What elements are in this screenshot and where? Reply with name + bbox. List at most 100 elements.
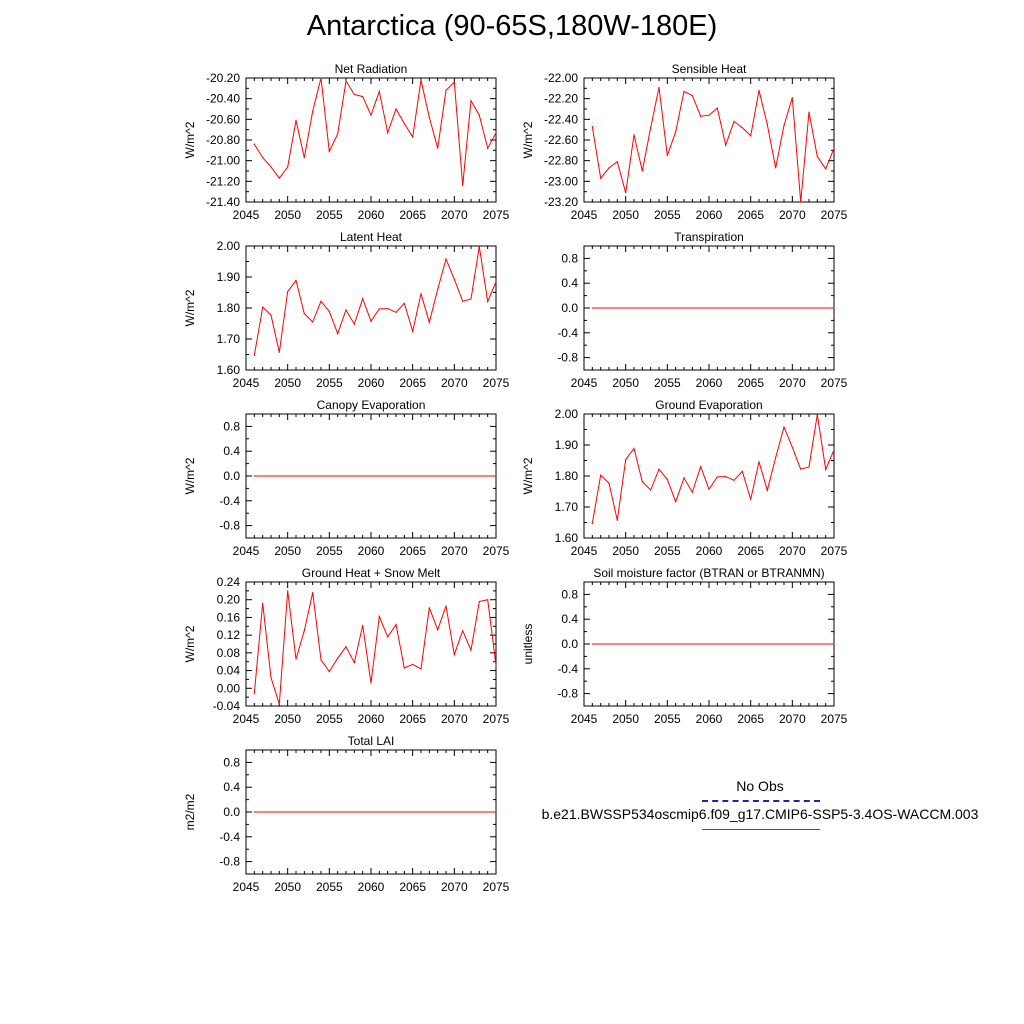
- x-tick-label: 2050: [274, 208, 301, 222]
- x-tick-label: 2060: [696, 544, 723, 558]
- data-point: [395, 311, 397, 313]
- x-tick-label: 2065: [737, 712, 764, 726]
- data-point: [337, 333, 339, 335]
- data-point: [278, 703, 280, 705]
- x-tick-label: 2050: [612, 544, 639, 558]
- data-point: [675, 501, 677, 503]
- data-point: [487, 147, 489, 149]
- y-tick-label: -21.00: [206, 154, 240, 168]
- data-point: [641, 170, 643, 172]
- y-tick-label: 0.8: [561, 587, 578, 601]
- data-point: [312, 321, 314, 323]
- data-point: [741, 470, 743, 472]
- data-point: [487, 300, 489, 303]
- data-point: [353, 323, 355, 325]
- plot-frame: [245, 245, 497, 371]
- data-point: [816, 414, 818, 416]
- plot-panel: 2045 2050 2055 2060 2065 2070 2075 1.60 1.70 1.80…: [183, 230, 510, 390]
- y-tick-label: -0.4: [219, 494, 240, 508]
- data-point: [462, 300, 464, 302]
- x-tick-label: 2045: [571, 712, 598, 726]
- plot-title: Ground Heat + Snow Melt: [302, 566, 441, 580]
- y-axis-label: W/m^2: [521, 457, 535, 494]
- data-point: [591, 643, 593, 645]
- x-tick-label: 2075: [483, 208, 510, 222]
- x-tick-label: 2050: [274, 712, 301, 726]
- y-tick-label: -0.8: [219, 855, 240, 869]
- data-point: [295, 279, 297, 282]
- data-point: [608, 482, 610, 484]
- x-tick-label: 2075: [483, 880, 510, 894]
- legend-obs-line: [702, 800, 820, 802]
- plot-panel: 2045 2050 2055 2060 2065 2070 2075 -21.40 -21.20…: [183, 62, 510, 222]
- plot-title: Ground Evaporation: [655, 398, 762, 412]
- series-line: [591, 87, 835, 203]
- y-tick-label: 1.70: [555, 500, 579, 514]
- plot-title: Total LAI: [348, 734, 395, 748]
- y-tick-label: 1.60: [555, 531, 579, 545]
- data-point: [287, 590, 289, 592]
- data-point: [445, 89, 447, 91]
- x-tick-label: 2045: [571, 544, 598, 558]
- data-point: [287, 166, 289, 168]
- data-point: [641, 480, 643, 483]
- x-tick-label: 2045: [233, 544, 260, 558]
- data-point: [633, 134, 635, 136]
- data-point: [658, 468, 660, 470]
- x-tick-label: 2070: [441, 208, 468, 222]
- data-point: [487, 599, 489, 601]
- data-point: [495, 132, 497, 134]
- x-tick-label: 2075: [821, 376, 848, 390]
- data-point: [683, 90, 685, 93]
- y-tick-label: -0.8: [219, 519, 240, 533]
- y-tick-label: -23.20: [544, 195, 578, 209]
- y-tick-label: 0.8: [223, 419, 240, 433]
- page-title: Antarctica (90-65S,180W-180E): [306, 10, 718, 42]
- data-point: [816, 155, 818, 158]
- x-tick-label: 2060: [358, 376, 385, 390]
- y-tick-label: 0.4: [223, 444, 240, 458]
- data-point: [591, 307, 593, 309]
- x-tick-label: 2060: [696, 712, 723, 726]
- plot-title: Net Radiation: [335, 62, 408, 76]
- data-point: [716, 476, 718, 478]
- data-point: [437, 288, 439, 290]
- data-point: [303, 630, 305, 632]
- data-point: [387, 636, 389, 638]
- data-point: [420, 668, 422, 670]
- data-point: [337, 657, 339, 659]
- data-point: [608, 167, 610, 169]
- data-point: [278, 351, 280, 353]
- legend-case-line: [702, 829, 820, 830]
- x-tick-label: 2055: [316, 712, 343, 726]
- data-point: [462, 630, 464, 632]
- data-point: [783, 124, 785, 127]
- x-tick-label: 2065: [737, 544, 764, 558]
- data-point: [600, 177, 602, 179]
- data-point: [766, 123, 768, 126]
- data-point: [791, 97, 793, 99]
- x-tick-label: 2055: [654, 544, 681, 558]
- data-point: [741, 127, 743, 129]
- data-point: [600, 474, 602, 476]
- series-line: [253, 590, 497, 705]
- plot-panel: 2045 2050 2055 2060 2065 2070 2075 -0.8 -0.4 0.0 0…: [183, 734, 510, 894]
- data-point: [428, 607, 430, 609]
- data-point: [295, 119, 297, 121]
- data-point: [378, 615, 380, 618]
- x-tick-label: 2045: [571, 376, 598, 390]
- data-point: [758, 461, 760, 463]
- data-point: [378, 308, 380, 310]
- data-point: [591, 522, 593, 525]
- y-tick-label: -0.04: [213, 699, 241, 713]
- data-point: [495, 475, 497, 477]
- x-tick-label: 2045: [233, 880, 260, 894]
- x-tick-label: 2065: [737, 208, 764, 222]
- y-tick-label: 1.90: [555, 438, 579, 452]
- data-point: [353, 662, 355, 664]
- data-point: [650, 127, 652, 129]
- data-point: [370, 682, 372, 684]
- y-tick-label: 0.4: [561, 612, 578, 626]
- x-tick-label: 2050: [612, 208, 639, 222]
- data-point: [270, 314, 272, 316]
